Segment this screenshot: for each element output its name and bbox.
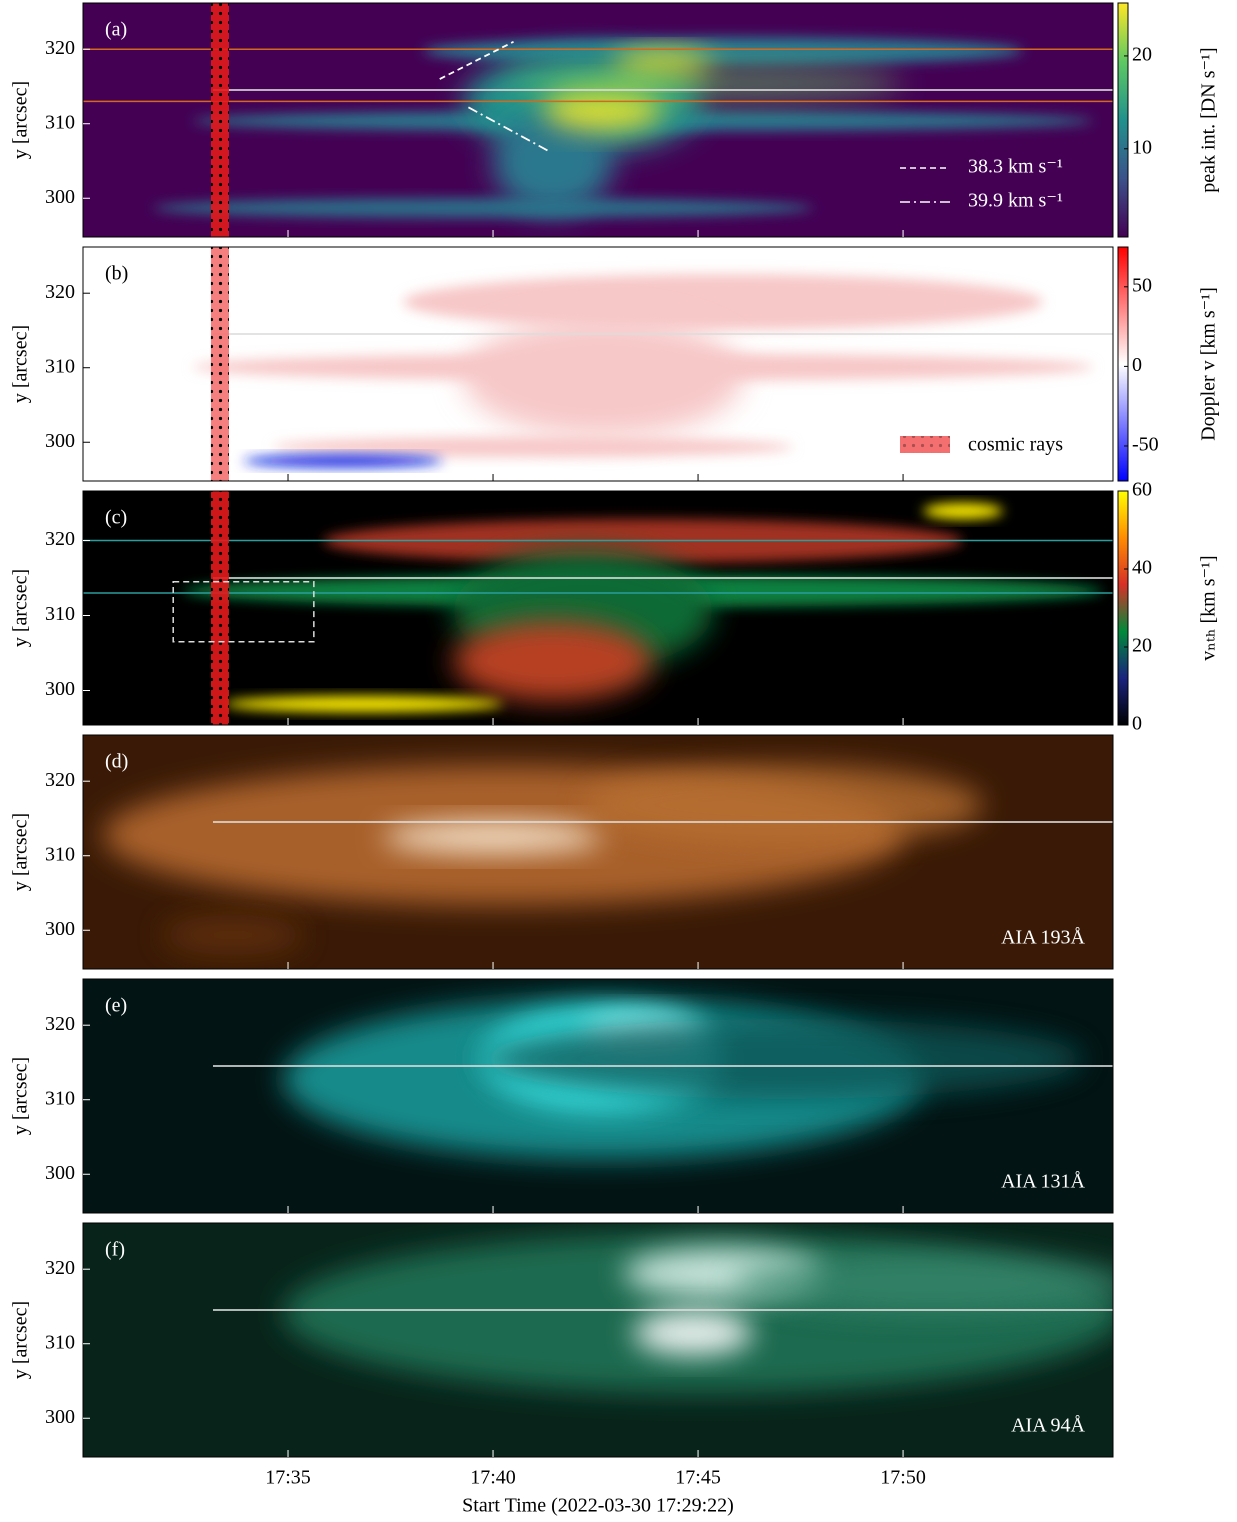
panel: (c) 300 310 320 y [arcsec] 0 20 40 60 vₙₜₕ [km s⁻… [10, 479, 1220, 735]
colorbar-tick-label: 20 [1132, 44, 1152, 66]
y-tick-label: 310 [45, 1331, 75, 1353]
x-tick-label: 17:45 [675, 1467, 721, 1489]
heatmap-blob [163, 915, 303, 955]
colorbar-label: Doppler v [km s⁻¹] [1198, 287, 1220, 441]
speed-line [439, 40, 514, 80]
heatmap [83, 1223, 1113, 1457]
y-tick-label: 320 [45, 281, 75, 303]
y-axis-label: y [arcsec] [10, 1301, 32, 1379]
x-axis-label: Start Time (2022-03-30 17:29:22) [462, 1495, 734, 1517]
axis-frame [82, 490, 1114, 726]
y-tick-label: 310 [45, 603, 75, 625]
colorbar-label: vₙₜₕ [km s⁻¹] [1198, 555, 1220, 660]
colorbar-tick-label: 0 [1132, 354, 1142, 376]
heatmap-blob [503, 63, 903, 103]
panel: cosmic rays (b) 300 310 320 y [arcsec] -50 0 50 D… [10, 246, 1220, 482]
legend-label: 38.3 km s⁻¹ [968, 156, 1063, 178]
heatmap-blob [153, 198, 813, 218]
colorbar-tick-label: 50 [1132, 274, 1152, 296]
y-tick-label: 320 [45, 769, 75, 791]
y-tick-label: 320 [45, 1257, 75, 1279]
y-axis-label: y [arcsec] [10, 569, 32, 647]
y-tick-label: 300 [45, 430, 75, 452]
x-tick-label: 17:40 [470, 1467, 516, 1489]
colorbar-tick-label: 20 [1132, 635, 1152, 657]
region-box [172, 581, 315, 643]
panel-label: (f) [105, 1239, 125, 1261]
y-tick-label: 310 [45, 1087, 75, 1109]
axis-frame [82, 246, 1114, 482]
y-tick-label: 320 [45, 528, 75, 550]
axis-frame [82, 978, 1114, 1214]
heatmap [83, 979, 1113, 1213]
colorbar-label: peak int. [DN s⁻¹] [1198, 47, 1220, 192]
heatmap-blob [223, 696, 503, 712]
panel-label: (c) [105, 507, 127, 529]
annotation: AIA 94Å [1011, 1415, 1085, 1437]
heatmap-blob [383, 821, 603, 853]
x-tick-label: 17:50 [880, 1467, 926, 1489]
y-tick-label: 310 [45, 843, 75, 865]
axis-frame [82, 1222, 1114, 1458]
y-tick-label: 300 [45, 1406, 75, 1428]
panel-label: (e) [105, 995, 127, 1017]
x-tick-label: 17:35 [265, 1467, 311, 1489]
axis-frame [82, 734, 1114, 970]
colorbar [1117, 246, 1129, 482]
panel-label: (d) [105, 751, 128, 773]
colorbar-tick-label: 60 [1132, 479, 1152, 501]
speed-line [467, 106, 551, 153]
heatmap-blob [923, 503, 1003, 519]
heatmap-blob [453, 621, 653, 701]
heatmap-blob [633, 1311, 753, 1355]
axis-frame [82, 2, 1114, 238]
panel-label: (a) [105, 19, 127, 41]
heatmap [83, 491, 1113, 725]
y-tick-label: 320 [45, 1013, 75, 1035]
panel-label: (b) [105, 263, 128, 285]
heatmap-blob [583, 765, 983, 845]
legend-label: cosmic rays [968, 434, 1063, 456]
annotation: AIA 131Å [1001, 1171, 1085, 1193]
heatmap-blob [403, 274, 1043, 330]
y-axis-label: y [arcsec] [10, 1057, 32, 1135]
cosmic-ray-hatch [210, 3, 229, 237]
y-axis-label: y [arcsec] [10, 325, 32, 403]
colorbar [1117, 490, 1129, 726]
y-axis-label: y [arcsec] [10, 813, 32, 891]
panel: (f) AIA 94Å 300 310 320 y [arcsec] 17:35 17:40 1… [10, 1222, 1114, 1517]
cosmic-ray-hatch [210, 247, 229, 481]
y-tick-label: 300 [45, 678, 75, 700]
annotation: AIA 193Å [1001, 927, 1085, 949]
y-tick-label: 310 [45, 111, 75, 133]
y-tick-label: 320 [45, 37, 75, 59]
colorbar-tick-label: 10 [1132, 136, 1152, 158]
y-axis-label: y [arcsec] [10, 81, 32, 159]
colorbar [1117, 2, 1129, 238]
heatmap-blob [463, 317, 743, 437]
heatmap-blob [733, 1253, 1113, 1313]
heatmap [83, 247, 1113, 481]
panel: (d) AIA 193Å 300 310 320 y [arcsec] [10, 734, 1114, 970]
heatmap-blob [273, 437, 793, 457]
heatmap [83, 3, 1113, 237]
heatmap [83, 735, 1113, 969]
heatmap-blob [243, 455, 443, 467]
y-tick-label: 300 [45, 186, 75, 208]
colorbar-tick-label: -50 [1132, 434, 1159, 456]
cosmic-ray-hatch [210, 491, 229, 725]
y-tick-label: 310 [45, 355, 75, 377]
heatmap-blob [483, 1019, 1083, 1099]
colorbar-tick-label: 40 [1132, 557, 1152, 579]
legend-label: 39.9 km s⁻¹ [968, 190, 1063, 212]
colorbar-tick-label: 0 [1132, 713, 1142, 735]
panel: (e) AIA 131Å 300 310 320 y [arcsec] [10, 978, 1114, 1214]
legend-hatch [900, 436, 950, 453]
panel: 38.3 km s⁻¹ 39.9 km s⁻¹ (a) 300 310 320 y [arc… [10, 2, 1220, 238]
y-tick-label: 300 [45, 918, 75, 940]
y-tick-label: 300 [45, 1162, 75, 1184]
